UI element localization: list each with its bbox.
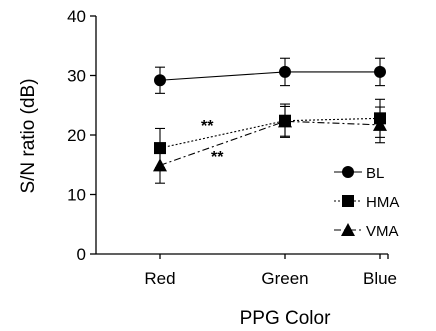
annotation-hma-significance: **: [201, 118, 214, 135]
data-point-vma: [373, 117, 387, 131]
x-tick-label: Green: [261, 269, 308, 288]
y-ticks: 0 10 20 30 40: [67, 7, 96, 264]
legend: BL HMA VMA: [334, 165, 399, 240]
data-point-bl: [279, 65, 291, 78]
series-group: [153, 57, 387, 184]
data-point-bl: [154, 74, 166, 87]
data-point-vma: [278, 114, 292, 128]
y-tick-label: 20: [67, 126, 86, 145]
annotation-vma-significance: **: [211, 149, 224, 166]
legend-label-hma: HMA: [366, 194, 399, 211]
x-tick-label: Blue: [363, 269, 397, 288]
y-tick-label: 10: [67, 186, 86, 205]
data-point-vma: [153, 158, 167, 172]
series-line-hma: [159, 117, 381, 149]
x-axis-title: PPG Color: [240, 308, 331, 329]
legend-label-bl: BL: [366, 165, 384, 182]
legend-marker-bl: [342, 166, 354, 178]
series-line-bl: [159, 71, 380, 81]
data-point-bl: [374, 65, 386, 78]
legend-label-vma: VMA: [366, 223, 399, 240]
y-axis-title: S/N ratio (dB): [18, 78, 39, 193]
series-line-vma: [159, 120, 381, 166]
x-tick-label: Red: [144, 269, 175, 288]
y-tick-label: 0: [77, 245, 86, 264]
y-tick-label: 30: [67, 67, 86, 86]
axes: Red Green Blue: [95, 16, 397, 288]
legend-marker-vma: [341, 223, 355, 236]
y-tick-label: 40: [67, 7, 86, 26]
legend-marker-hma: [342, 195, 354, 207]
